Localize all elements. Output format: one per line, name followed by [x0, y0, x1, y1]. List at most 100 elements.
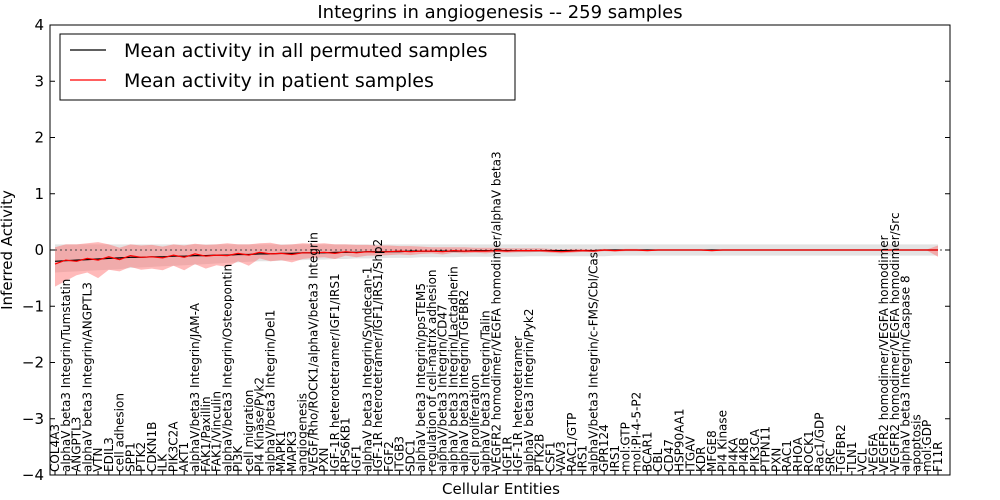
- entity-label: IRS1: [608, 445, 622, 472]
- entity-label: PTK2: [134, 442, 148, 472]
- entity-label: COL4A3: [48, 424, 62, 472]
- legend-label-permuted: Mean activity in all permuted samples: [124, 40, 487, 62]
- line-patient: [54, 249, 938, 265]
- entity-label: AKT1: [177, 442, 191, 472]
- y-axis-ticks: −4 −3 −2 −1 0 1 2 3 4: [22, 16, 950, 484]
- entity-label: VEGFR2 homodimer/VEGFA homodimer/alphaV …: [490, 151, 504, 472]
- entity-label: alphaV/beta3 Integrin/Osteopontin: [220, 264, 234, 472]
- entity-label: IGF-1R heterotetramer/IGF1/IRS1: [328, 273, 342, 472]
- entity-label: SDC1: [403, 439, 417, 472]
- series-lines: [54, 249, 938, 265]
- entity-label: alphaV beta3 Integrin/ppsTEM5: [414, 283, 428, 472]
- entity-label: PTPN11: [759, 426, 773, 472]
- entity-label: alphaV beta3 Integrin/Lactadherin: [446, 266, 460, 472]
- entity-label: mol:PI-4-5-P2: [630, 392, 644, 472]
- entity-label: PTK2B: [533, 434, 547, 472]
- entity-label: PXN: [770, 448, 784, 472]
- entity-label: RHOA: [791, 436, 805, 472]
- entity-label: IRS1: [576, 445, 590, 472]
- entity-label: ILK: [156, 453, 170, 472]
- y-tick-label: 1: [34, 185, 44, 203]
- entity-label: alphaV beta3 Integrin/Tumstatin: [59, 279, 73, 472]
- entity-label: alphaV/beta3 Integrin/c-FMS/Cbl/Cas: [586, 252, 600, 472]
- entity-label: VEGF/Rho/ROCK1/alphaV/beta3 Integrin: [306, 232, 320, 472]
- y-tick-label: 2: [34, 129, 44, 147]
- entity-label: VTN: [91, 448, 105, 473]
- x-axis-label: Cellular Entities: [442, 480, 560, 498]
- entity-label: CD47: [662, 439, 676, 472]
- entity-label: apoptosis: [910, 414, 924, 472]
- entity-label: GPR124: [597, 424, 611, 472]
- entity-label: FGF2: [382, 441, 396, 472]
- entity-label: VEGFA: [866, 432, 880, 472]
- legend-label-patient: Mean activity in patient samples: [124, 70, 434, 92]
- entity-label: FAK1/Vinculin: [210, 391, 224, 472]
- entity-label: PI4 Kinase/Pyk2: [253, 377, 267, 472]
- entity-label: IGF1R: [500, 436, 514, 472]
- entity-label: alphaV/beta3 Integrin/Del1: [263, 310, 277, 472]
- entity-label: cell migration: [242, 390, 256, 472]
- band-permuted: [55, 244, 938, 273]
- entity-label: RAC1/GTP: [565, 413, 579, 472]
- entity-label: PXN: [317, 448, 331, 472]
- entity-label: TGFBR2: [834, 424, 848, 473]
- entity-label: HSP90AA1: [673, 408, 687, 472]
- entity-label: alphaV beta3 Integrin/ANGPTL3: [80, 282, 94, 472]
- entity-label: alphaV beta3 Integrin/Caspase 8: [899, 275, 913, 472]
- y-tick-label: −3: [22, 410, 44, 428]
- entity-label: ITGB3: [393, 436, 407, 472]
- y-tick-label: −1: [22, 297, 44, 315]
- entity-label: FAK1/Paxillin: [199, 396, 213, 472]
- entity-label: VEGFR2 homodimer/VEGFA homodimer/Src: [888, 212, 902, 472]
- chart-title: Integrins in angiogenesis -- 259 samples: [317, 2, 682, 23]
- entity-label: alphaV beta3 Integrin/Pyk2: [522, 309, 536, 472]
- entity-label: angiogenesis: [296, 393, 310, 472]
- entity-label: PI4KB: [737, 438, 751, 473]
- entity-label: EDIL3: [102, 437, 116, 472]
- entity-label: ROCK1: [802, 430, 816, 472]
- entity-label: IGF-1R heterotetramer/IGF1/IRS1/Shp2: [371, 239, 385, 472]
- entity-label: alphaV/beta3 Integrin/CD47: [436, 304, 450, 472]
- entity-label: cell proliferation: [468, 374, 482, 472]
- entity-label: PI4 Kinase: [716, 410, 730, 472]
- entity-label: RPS6KB1: [339, 417, 353, 472]
- entity-label: cell adhesion: [113, 393, 127, 472]
- entity-label: F11R: [931, 441, 945, 472]
- entity-label: RAC1: [780, 440, 794, 472]
- entity-label: PIK3C2A: [167, 421, 181, 472]
- entity-label: MFGE8: [705, 430, 719, 472]
- plot-frame: [49, 24, 951, 476]
- entity-label: CDKN1B: [145, 422, 159, 472]
- entity-label: SRC: [823, 448, 837, 472]
- entity-label: ITGAV: [683, 435, 697, 472]
- y-tick-label: 3: [34, 72, 44, 90]
- entity-label: regulation of cell-matrix adhesion: [425, 269, 439, 472]
- entity-label: CBL: [651, 448, 665, 472]
- y-tick-label: −4: [22, 466, 44, 484]
- entity-label: mol:GTP: [619, 422, 633, 472]
- entity-label: alphaV beta3 Integrin/Talin: [479, 310, 493, 472]
- y-tick-label: 4: [34, 16, 44, 34]
- entity-label: PIK3CA: [748, 428, 762, 472]
- entity-label: VAV3: [554, 441, 568, 472]
- entity-label: VEGFR2 homodimer/VEGFA homodimer: [877, 235, 891, 472]
- y-axis-label: Inferred Activity: [0, 190, 16, 310]
- entity-label: PI4KA: [726, 437, 740, 472]
- entity-label: alphaV/beta3 Integrin/JAM-A: [188, 302, 202, 472]
- entity-label: alphaV beta3 Integrin/Syndecan-1: [360, 267, 374, 472]
- entity-label: IGF1: [350, 445, 364, 472]
- entity-label: Rac1/GDP: [813, 412, 827, 471]
- entity-label: alphaV beta3 Integrin/TGFBR2: [457, 290, 471, 472]
- y-tick-label: 0: [34, 241, 44, 259]
- entity-label: MAPK1: [274, 431, 288, 472]
- y-tick-label: −2: [22, 354, 44, 372]
- entity-label: CSF1: [543, 441, 557, 472]
- entity-label: SPP1: [123, 442, 137, 472]
- entity-label: KDR: [694, 447, 708, 472]
- entity-label: mol:GDP: [920, 420, 934, 472]
- entity-label: VCL: [856, 448, 870, 472]
- legend: Mean activity in all permuted samples Me…: [59, 33, 516, 101]
- legend-box: [59, 33, 516, 101]
